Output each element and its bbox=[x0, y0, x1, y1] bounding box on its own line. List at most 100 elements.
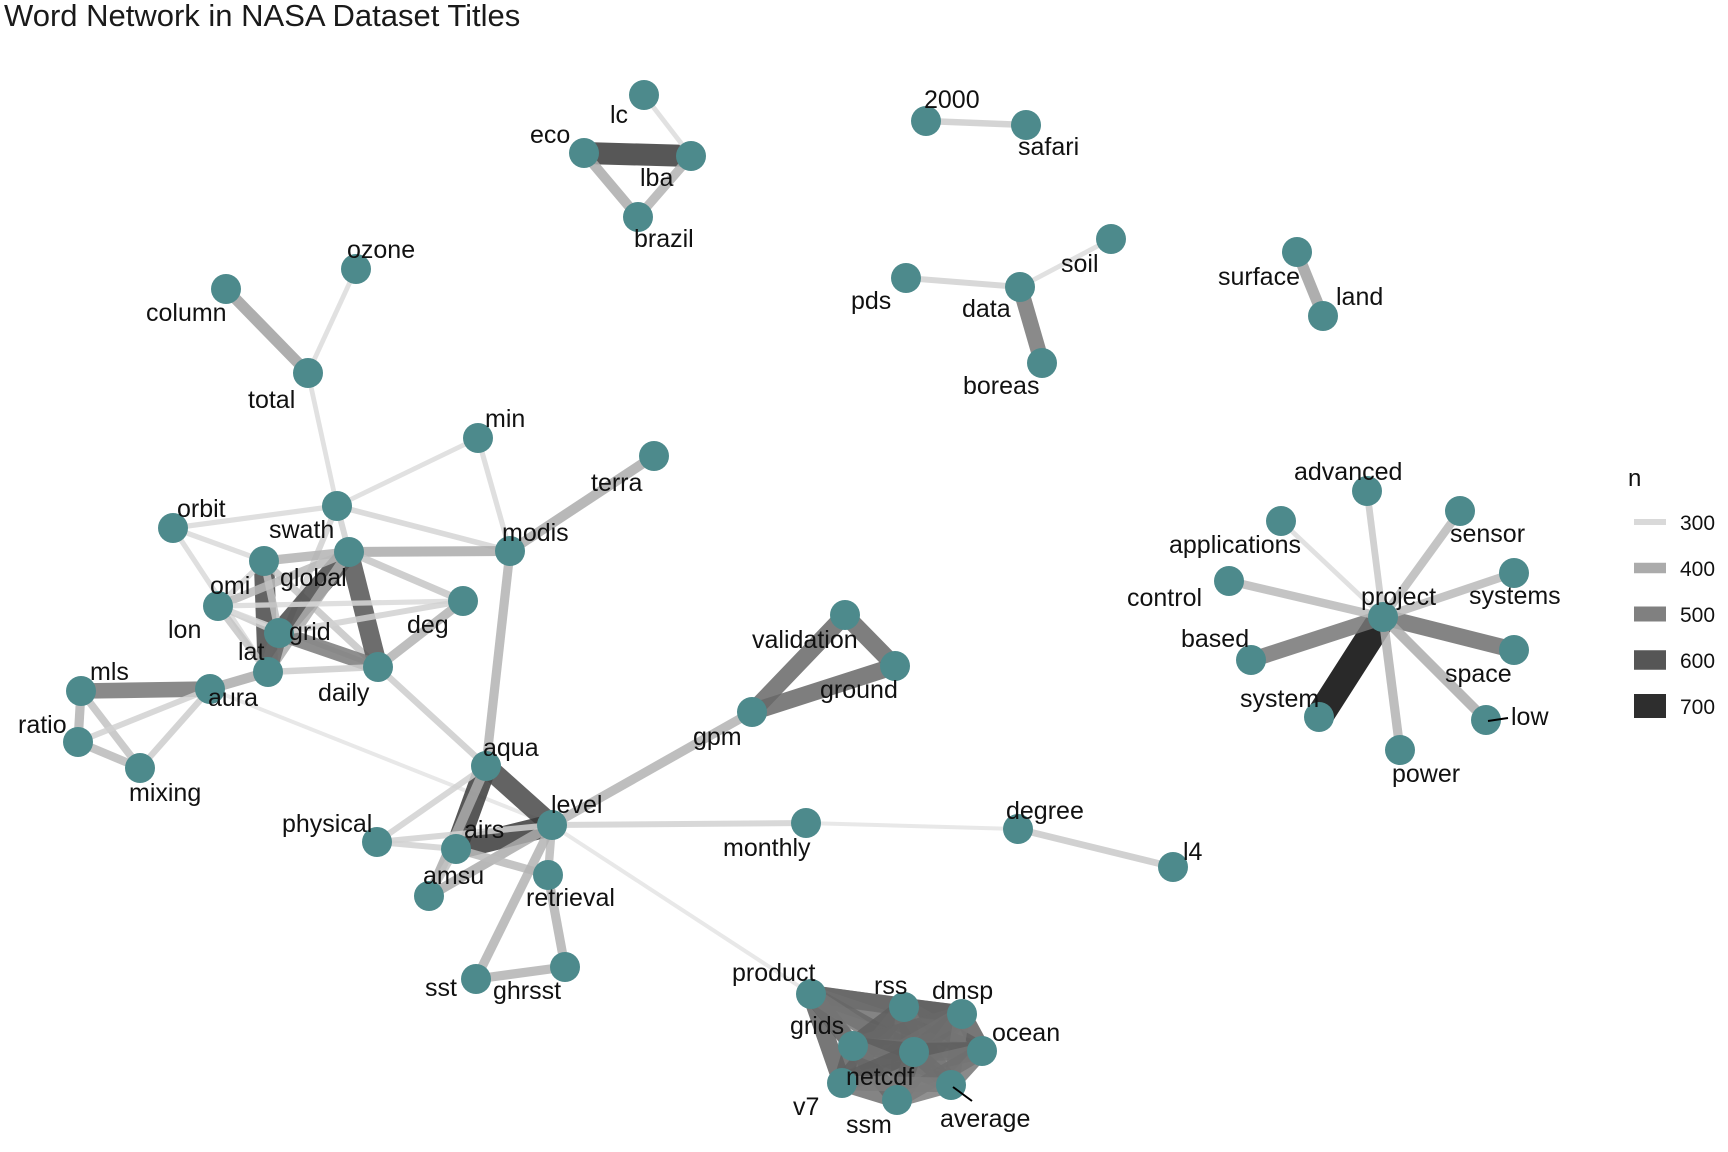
edge-project-low bbox=[1379, 613, 1490, 724]
node-lba[interactable] bbox=[676, 141, 706, 171]
edge-project-based bbox=[1248, 609, 1386, 668]
node-ratio[interactable] bbox=[63, 727, 93, 757]
node-label-ssm: ssm bbox=[846, 1111, 892, 1139]
node-surface[interactable] bbox=[1282, 237, 1312, 267]
node-advanced[interactable] bbox=[1352, 476, 1382, 506]
node-safari[interactable] bbox=[1011, 110, 1041, 140]
node-monthly[interactable] bbox=[791, 808, 821, 838]
node-daily[interactable] bbox=[363, 652, 393, 682]
node-label-mixing: mixing bbox=[129, 779, 201, 807]
node-power[interactable] bbox=[1385, 735, 1415, 765]
node-grid[interactable] bbox=[264, 618, 294, 648]
node-sst[interactable] bbox=[461, 964, 491, 994]
node-ssm[interactable] bbox=[882, 1085, 912, 1115]
node-modis[interactable] bbox=[495, 536, 525, 566]
edge-modis-aqua bbox=[481, 550, 515, 767]
node-orbit[interactable] bbox=[158, 513, 188, 543]
node-lc[interactable] bbox=[629, 80, 659, 110]
node-lat[interactable] bbox=[253, 657, 283, 687]
node-retrieval[interactable] bbox=[533, 860, 563, 890]
node-label-sensor: sensor bbox=[1450, 520, 1525, 548]
node-airs[interactable] bbox=[441, 834, 471, 864]
node-brazil[interactable] bbox=[623, 202, 653, 232]
node-low[interactable] bbox=[1471, 705, 1501, 735]
node-label-eco: eco bbox=[530, 121, 570, 149]
edge-project-space bbox=[1380, 609, 1517, 658]
edge-project-sensor bbox=[1379, 508, 1464, 620]
node-total[interactable] bbox=[293, 358, 323, 388]
edge-min-swath bbox=[335, 435, 480, 509]
node-boreas[interactable] bbox=[1027, 348, 1057, 378]
edge-grid-daily bbox=[276, 625, 381, 675]
node-mls[interactable] bbox=[66, 676, 96, 706]
node-label-land: land bbox=[1336, 283, 1383, 311]
node-label-netcdf: netcdf bbox=[846, 1063, 914, 1091]
node-swath[interactable] bbox=[322, 491, 352, 521]
node-ocean[interactable] bbox=[967, 1036, 997, 1066]
node-label-2000: 2000 bbox=[924, 86, 980, 114]
node-ground[interactable] bbox=[880, 651, 910, 681]
node-lon[interactable] bbox=[203, 591, 233, 621]
node-dmsp[interactable] bbox=[947, 999, 977, 1029]
node-applications[interactable] bbox=[1266, 506, 1296, 536]
node-global[interactable] bbox=[334, 537, 364, 567]
edge-monthly-degree bbox=[805, 821, 1019, 831]
edge-orbit-omi bbox=[172, 525, 265, 564]
node-column[interactable] bbox=[211, 274, 241, 304]
legend-label-400: 400 bbox=[1680, 558, 1715, 581]
node-label-space: space bbox=[1445, 660, 1512, 688]
node-level[interactable] bbox=[537, 810, 567, 840]
node-project[interactable] bbox=[1368, 602, 1398, 632]
node-aqua[interactable] bbox=[471, 751, 501, 781]
edge-aura-level bbox=[209, 687, 553, 827]
node-label-safari: safari bbox=[1018, 133, 1079, 161]
node-label-systems: systems bbox=[1469, 582, 1561, 610]
node-terra[interactable] bbox=[639, 441, 669, 471]
edge-project-system bbox=[1307, 609, 1395, 725]
node-average[interactable] bbox=[936, 1070, 966, 1100]
node-eco[interactable] bbox=[569, 138, 599, 168]
node-soil[interactable] bbox=[1096, 224, 1126, 254]
node-based[interactable] bbox=[1236, 645, 1266, 675]
node-l4[interactable] bbox=[1158, 852, 1188, 882]
node-amsu[interactable] bbox=[414, 881, 444, 911]
node-ghrsst[interactable] bbox=[550, 952, 580, 982]
edge-physical-level bbox=[376, 822, 553, 845]
node-ozone[interactable] bbox=[341, 254, 371, 284]
node-mixing[interactable] bbox=[125, 753, 155, 783]
node-degree[interactable] bbox=[1003, 814, 1033, 844]
node-gpm[interactable] bbox=[737, 697, 767, 727]
node-deg[interactable] bbox=[448, 586, 478, 616]
edge-ground-gpm bbox=[749, 657, 898, 721]
node-aura[interactable] bbox=[195, 674, 225, 704]
node-v7[interactable] bbox=[827, 1068, 857, 1098]
node-label-amsu: amsu bbox=[423, 862, 484, 890]
node-label-airs: airs bbox=[464, 816, 504, 844]
edge-soil-data bbox=[1018, 236, 1113, 290]
node-netcdf[interactable] bbox=[899, 1037, 929, 1067]
node-data[interactable] bbox=[1005, 272, 1035, 302]
node-min[interactable] bbox=[463, 423, 493, 453]
node-rss[interactable] bbox=[889, 992, 919, 1022]
node-sensor[interactable] bbox=[1445, 496, 1475, 526]
node-space[interactable] bbox=[1499, 635, 1529, 665]
node-label-control: control bbox=[1127, 584, 1202, 612]
node-physical[interactable] bbox=[362, 827, 392, 857]
edge-column-total bbox=[221, 285, 313, 377]
edge-daily-lat bbox=[267, 663, 379, 676]
node-label-validation: validation bbox=[752, 626, 858, 654]
node-systems[interactable] bbox=[1499, 558, 1529, 588]
node-label-lc: lc bbox=[610, 101, 628, 129]
node-system[interactable] bbox=[1304, 702, 1334, 732]
edge-level-gpm bbox=[549, 707, 755, 830]
node-product[interactable] bbox=[796, 979, 826, 1009]
node-2000[interactable] bbox=[911, 106, 941, 136]
node-label-ocean: ocean bbox=[992, 1019, 1060, 1047]
node-grids[interactable] bbox=[838, 1031, 868, 1061]
node-land[interactable] bbox=[1308, 301, 1338, 331]
node-validation[interactable] bbox=[830, 600, 860, 630]
node-label-advanced: advanced bbox=[1294, 458, 1402, 486]
node-omi[interactable] bbox=[249, 546, 279, 576]
node-pds[interactable] bbox=[891, 263, 921, 293]
node-control[interactable] bbox=[1214, 566, 1244, 596]
